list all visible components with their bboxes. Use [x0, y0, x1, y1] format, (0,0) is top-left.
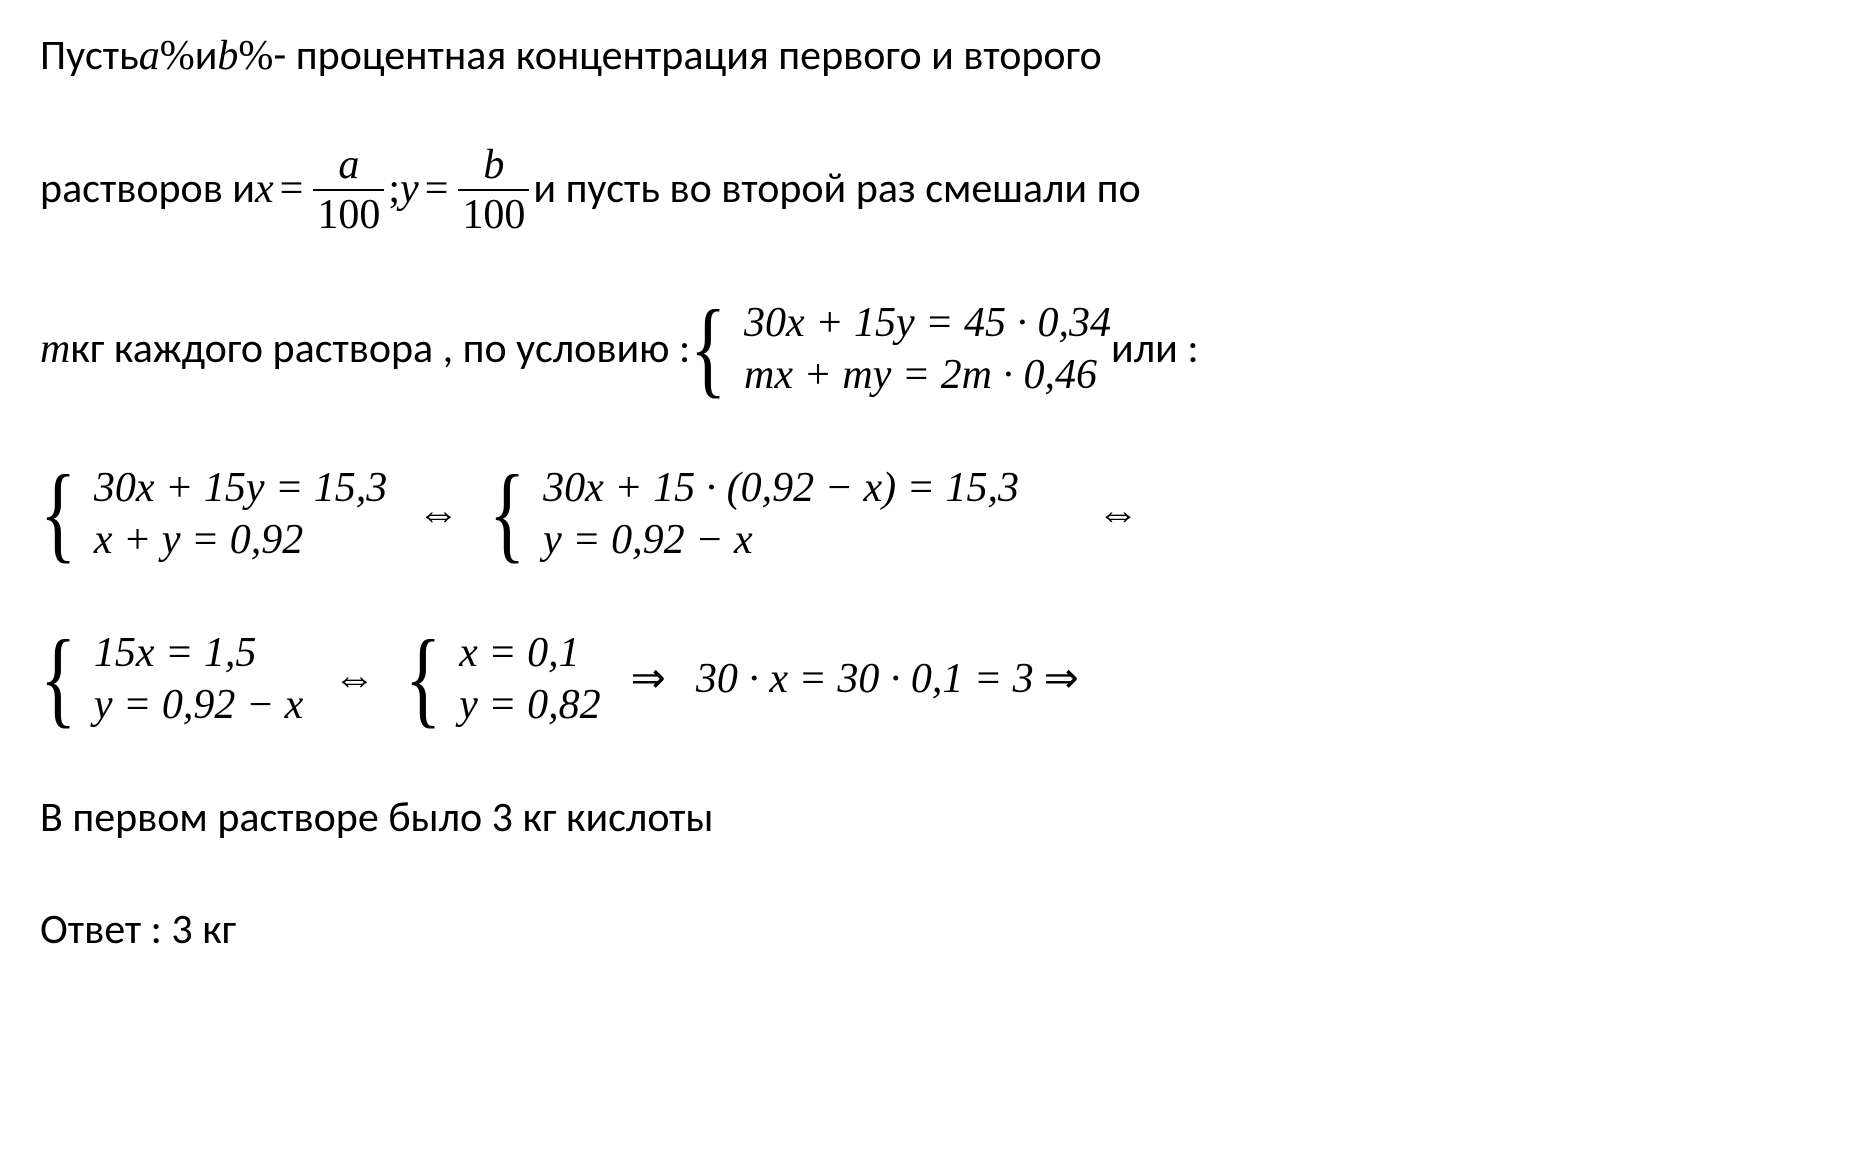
conclusion-text: В первом растворе было 3 кг кислоты	[40, 792, 713, 845]
equals: =	[274, 163, 310, 216]
math-solution-page: Пусть a % и b % - процентная концентраци…	[40, 30, 1811, 957]
sep: ;	[388, 163, 400, 216]
iff-icon: ⇔	[1067, 488, 1169, 541]
line-2: растворов и x = a 100 ; y = b 100 и пуст…	[40, 143, 1811, 237]
system-3b: { x = 0,1 y = 0,82	[405, 627, 600, 732]
eq-row: mx + my = 2m · 0,46	[744, 349, 1111, 402]
iff-icon: ⇔	[387, 488, 489, 541]
system-1: { 30x + 15y = 45 · 0,34 mx + my = 2m · 0…	[690, 297, 1111, 402]
line-5: { 15x = 1,5 y = 0,92 − x ⇔ { x = 0,1 y =…	[40, 627, 1811, 732]
system-3a: { 15x = 1,5 y = 0,92 − x	[40, 627, 303, 732]
denominator: 100	[458, 189, 529, 237]
equals: =	[419, 163, 455, 216]
text: кг каждого раствора , по условию :	[70, 323, 690, 376]
eq-row: y = 0,82	[459, 679, 600, 732]
line-7: Ответ : 3 кг	[40, 904, 1811, 957]
brace-icon: {	[405, 636, 441, 722]
text: или :	[1111, 323, 1199, 376]
implies-icon: ⇒	[601, 653, 696, 706]
line-4: { 30x + 15y = 15,3 x + y = 0,92 ⇔ { 30x …	[40, 462, 1811, 567]
eq-row: 30x + 15 · (0,92 − x) = 15,3	[543, 462, 1019, 515]
var-x: x	[255, 163, 274, 216]
text: - процентная концентрация первого и втор…	[273, 30, 1101, 83]
system-2b: { 30x + 15 · (0,92 − x) = 15,3 y = 0,92 …	[489, 462, 1019, 567]
var-m: m	[40, 323, 70, 376]
text: и	[195, 30, 218, 83]
var-a: a	[139, 30, 160, 83]
eq-row: 30x + 15y = 15,3	[94, 462, 387, 515]
var-b: b	[217, 30, 238, 83]
text: растворов и	[40, 163, 255, 216]
numerator: b	[479, 143, 508, 189]
fraction-b-100: b 100	[458, 143, 529, 237]
brace-icon: {	[690, 306, 726, 392]
fraction-a-100: a 100	[313, 143, 384, 237]
brace-icon: {	[489, 471, 525, 557]
denominator: 100	[313, 189, 384, 237]
numerator: a	[334, 143, 363, 189]
eq-row: 30x + 15y = 45 · 0,34	[744, 297, 1111, 350]
brace-icon: {	[40, 471, 76, 557]
eq-row: y = 0,92 − x	[94, 679, 303, 732]
text: Пусть	[40, 30, 139, 83]
eq-row: x = 0,1	[459, 627, 600, 680]
pct: %	[238, 30, 273, 83]
implies-icon: ⇒	[1034, 653, 1089, 706]
answer-text: Ответ : 3 кг	[40, 904, 236, 957]
line-1: Пусть a % и b % - процентная концентраци…	[40, 30, 1811, 83]
eq-row: x + y = 0,92	[94, 514, 387, 567]
iff-icon: ⇔	[303, 653, 405, 706]
line-6: В первом растворе было 3 кг кислоты	[40, 792, 1811, 845]
text: и пусть во второй раз смешали по	[533, 163, 1140, 216]
line-3: m кг каждого раствора , по условию : { 3…	[40, 297, 1811, 402]
eq-tail: 30 · x = 30 · 0,1 = 3	[696, 653, 1034, 706]
system-2a: { 30x + 15y = 15,3 x + y = 0,92	[40, 462, 387, 567]
pct: %	[160, 30, 195, 83]
brace-icon: {	[40, 636, 76, 722]
eq-row: 15x = 1,5	[94, 627, 303, 680]
eq-row: y = 0,92 − x	[543, 514, 1019, 567]
var-y: y	[400, 163, 419, 216]
